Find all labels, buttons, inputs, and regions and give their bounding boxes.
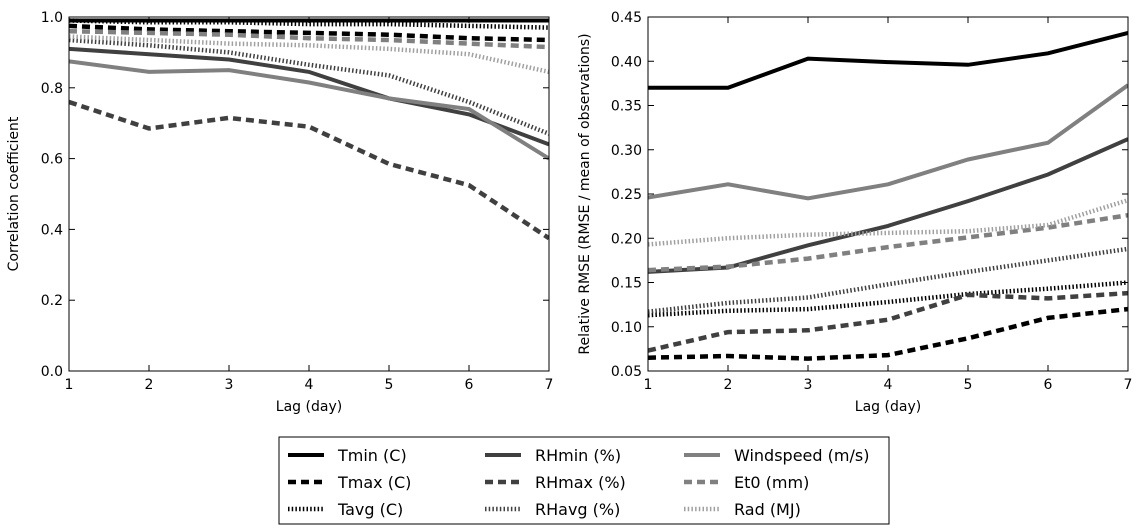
legend-label-rhavg: RHavg (%) — [535, 500, 620, 519]
x-tick-label: 2 — [724, 377, 733, 393]
legend-label-rhmin: RHmin (%) — [535, 446, 621, 465]
plot-frame — [647, 16, 1129, 372]
y-tick-label: 0.20 — [611, 231, 642, 247]
y-tick-label: 0.05 — [611, 364, 642, 380]
series-line-rhmax — [69, 99, 549, 241]
series-line-tmax-c — [69, 23, 549, 43]
x-tick-label: 1 — [644, 377, 653, 393]
y-tick-label: 0.25 — [611, 187, 642, 203]
y-axis-label: Correlation coefficient — [6, 116, 22, 271]
y-tick-label: 0.40 — [611, 54, 642, 70]
y-tick-label: 0.10 — [611, 320, 642, 336]
series-line-et0-mm — [648, 212, 1128, 273]
x-tick-label: 4 — [884, 377, 893, 393]
x-tick-label: 1 — [65, 377, 74, 393]
legend-label-tmax-c: Tmax (C) — [337, 473, 411, 492]
series-line-tmin-c — [648, 30, 1128, 90]
series-line-rhmax — [648, 290, 1128, 353]
x-tick-label: 7 — [1124, 377, 1133, 393]
series-line-tavg-c — [648, 280, 1128, 318]
x-axis-label: Lag (day) — [855, 399, 921, 415]
x-tick-label: 6 — [465, 377, 474, 393]
y-tick-label: 1.0 — [41, 10, 63, 26]
y-tick-label: 0.45 — [611, 10, 642, 26]
legend-label-rhmax: RHmax (%) — [535, 473, 626, 492]
y-tick-label: 0.2 — [41, 293, 63, 309]
x-tick-label: 4 — [305, 377, 314, 393]
series-line-rhavg — [648, 246, 1128, 314]
y-tick-label: 0.8 — [41, 81, 63, 97]
x-tick-label: 2 — [145, 377, 154, 393]
legend-label-tavg-c: Tavg (C) — [337, 500, 403, 519]
y-tick-label: 0.35 — [611, 99, 642, 115]
series-line-rhavg — [69, 37, 549, 136]
series-group — [69, 18, 549, 241]
series-line-tavg-c — [69, 18, 549, 30]
y-tick-label: 0.4 — [41, 222, 63, 238]
y-tick-label: 0.0 — [41, 364, 63, 380]
x-tick-label: 3 — [804, 377, 813, 393]
series-line-rad-mj — [69, 34, 549, 75]
y-tick-label: 0.30 — [611, 143, 642, 159]
series-line-tmax-c — [648, 306, 1128, 361]
y-tick-label: 0.6 — [41, 152, 63, 168]
legend: Tmin (C) RHmin (%) Windspeed (m/s) Tmax (C)… — [278, 436, 890, 525]
legend-label-tmin-c: Tmin (C) — [337, 446, 407, 465]
series-line-rhmin — [648, 137, 1128, 274]
x-tick-label: 5 — [964, 377, 973, 393]
x-tick-label: 3 — [225, 377, 234, 393]
relative-rmse-panel: 0.05 0.10 0.15 0.20 0.25 0.30 0.35 0.40 0.45 1 2 3 4… — [577, 10, 1132, 415]
y-axis-label: Relative RMSE (RMSE / mean of observatio… — [577, 33, 593, 354]
legend-label-rad-mj: Rad (MJ) — [734, 500, 801, 519]
series-line-windspeed-m-s — [69, 59, 549, 161]
series-line-rhmin — [69, 46, 549, 147]
legend-frame — [278, 436, 890, 525]
x-tick-label: 5 — [385, 377, 394, 393]
series-group — [648, 30, 1128, 361]
x-axis-label: Lag (day) — [276, 399, 342, 415]
legend-label-windspeed-m-s: Windspeed (m/s) — [734, 446, 869, 465]
x-tick-label: 7 — [545, 377, 554, 393]
x-tick-label: 6 — [1044, 377, 1053, 393]
y-tick-label: 0.15 — [611, 276, 642, 292]
legend-label-et0-mm: Et0 (mm) — [734, 473, 809, 492]
series-line-windspeed-m-s — [648, 83, 1128, 201]
series-line-rad-mj — [648, 198, 1128, 247]
correlation-panel: 0.0 0.2 0.4 0.6 0.8 1.0 1 2 3 4 5 6 7 Lag (day) Correl… — [6, 10, 553, 415]
series-line-et0-mm — [69, 28, 549, 50]
